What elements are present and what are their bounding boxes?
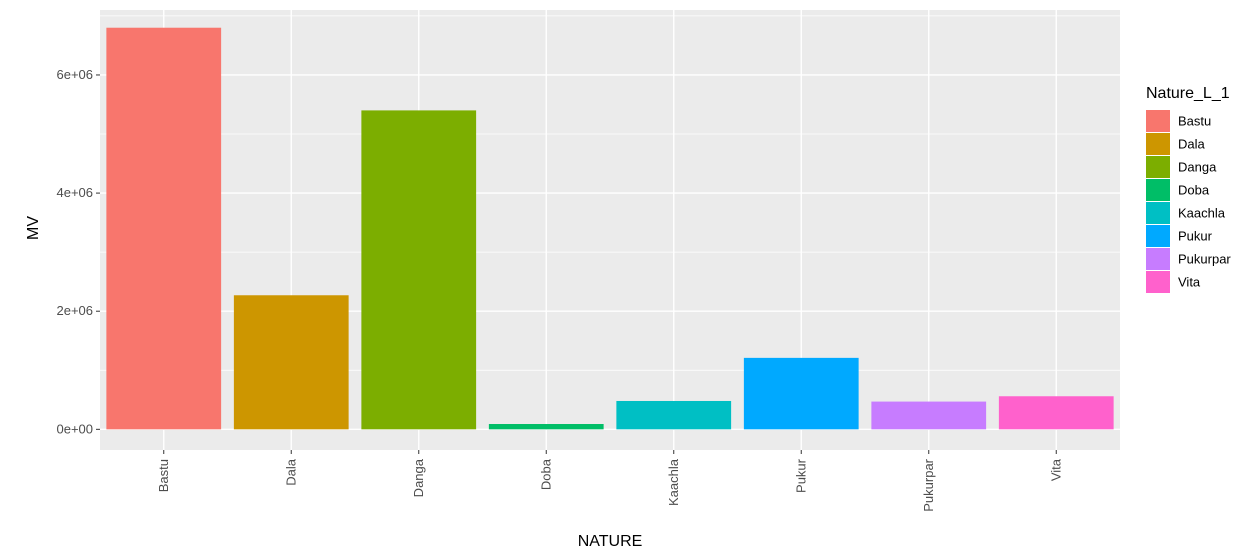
y-tick-label: 2e+06 <box>56 303 93 318</box>
legend-label: Pukurpar <box>1178 252 1231 267</box>
bar-vita <box>998 396 1114 430</box>
legend-key-danga <box>1146 156 1170 178</box>
legend-key-pukur <box>1146 225 1170 247</box>
y-axis-title: MV <box>25 216 42 240</box>
bar-pukurpar <box>871 401 987 430</box>
bar-pukur <box>743 357 859 430</box>
bar-danga <box>361 110 477 430</box>
legend-key-vita <box>1146 271 1170 293</box>
x-tick-label: Vita <box>1048 458 1063 481</box>
legend-key-dala <box>1146 133 1170 155</box>
x-tick-label: Kaachla <box>666 458 681 506</box>
x-tick-label: Dala <box>283 458 298 486</box>
legend-label: Dala <box>1178 137 1206 152</box>
legend-label: Kaachla <box>1178 206 1226 221</box>
y-tick-label: 6e+06 <box>56 67 93 82</box>
y-tick-label: 0e+00 <box>56 421 93 436</box>
x-tick-label: Bastu <box>156 459 171 492</box>
x-tick-label: Danga <box>411 458 426 497</box>
y-axis: 0e+00 2e+06 4e+06 6e+06 <box>56 67 100 436</box>
x-tick-label: Pukurpar <box>921 458 936 511</box>
legend-label: Danga <box>1178 160 1217 175</box>
legend-key-kaachla <box>1146 202 1170 224</box>
bar-bastu <box>106 27 222 430</box>
legend-items: Bastu Dala Danga Doba Kaachla Pukur Pukurpar Vi… <box>1146 110 1231 293</box>
legend-key-pukurpar <box>1146 248 1170 270</box>
legend-label: Doba <box>1178 183 1210 198</box>
legend: Nature_L_1 Bastu Dala Danga Doba Kaachla Puku… <box>1146 85 1231 293</box>
bar-dala <box>233 295 349 430</box>
bar-doba <box>488 424 604 430</box>
legend-key-doba <box>1146 179 1170 201</box>
legend-label: Pukur <box>1178 229 1213 244</box>
legend-label: Bastu <box>1178 114 1211 129</box>
bar-kaachla <box>616 400 732 430</box>
legend-title: Nature_L_1 <box>1146 85 1230 102</box>
legend-label: Vita <box>1178 275 1201 290</box>
x-tick-label: Doba <box>538 458 553 490</box>
legend-key-bastu <box>1146 110 1170 132</box>
y-tick-label: 4e+06 <box>56 185 93 200</box>
x-axis: Bastu Dala Danga Doba Kaachla Pukur Pukurpar Vi… <box>156 450 1063 512</box>
bars <box>106 27 1114 430</box>
x-tick-label: Pukur <box>793 458 808 493</box>
x-axis-title: NATURE <box>578 533 643 550</box>
